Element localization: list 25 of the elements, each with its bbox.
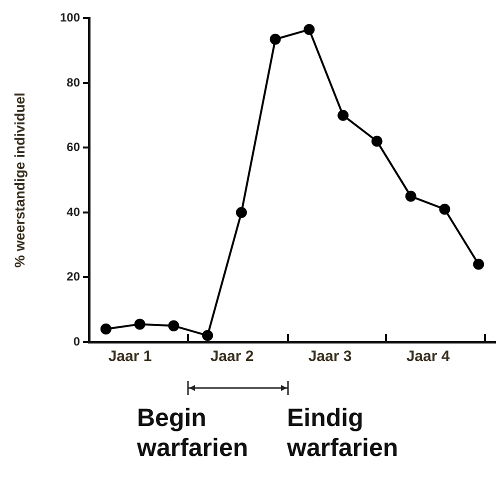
y-tick-label: 40 xyxy=(66,204,80,219)
point xyxy=(168,320,180,332)
text: Jaar 1 xyxy=(107,348,153,365)
point xyxy=(338,110,349,121)
point xyxy=(270,34,281,45)
text: Begin warfarien xyxy=(137,403,250,463)
text: Jaar 4 xyxy=(405,348,451,365)
y-axis-title: % weerstandige individuel xyxy=(11,92,28,268)
text: Jaar 3 xyxy=(307,348,353,365)
point xyxy=(371,136,382,147)
y-tick-label: 80 xyxy=(66,75,80,90)
point xyxy=(473,258,484,270)
y-tick-label: 20 xyxy=(66,270,80,284)
text: Eindig warfarien xyxy=(287,403,400,463)
y-tick-label: 100 xyxy=(60,10,80,25)
point xyxy=(236,206,247,218)
point xyxy=(405,190,416,202)
y-tick-label: 0 xyxy=(73,334,80,348)
point xyxy=(304,24,315,36)
point xyxy=(100,324,112,335)
text: Jaar 2 xyxy=(209,348,255,365)
y-tick-label: 60 xyxy=(66,140,80,154)
point xyxy=(202,330,214,342)
point xyxy=(439,204,450,215)
point xyxy=(134,318,146,330)
